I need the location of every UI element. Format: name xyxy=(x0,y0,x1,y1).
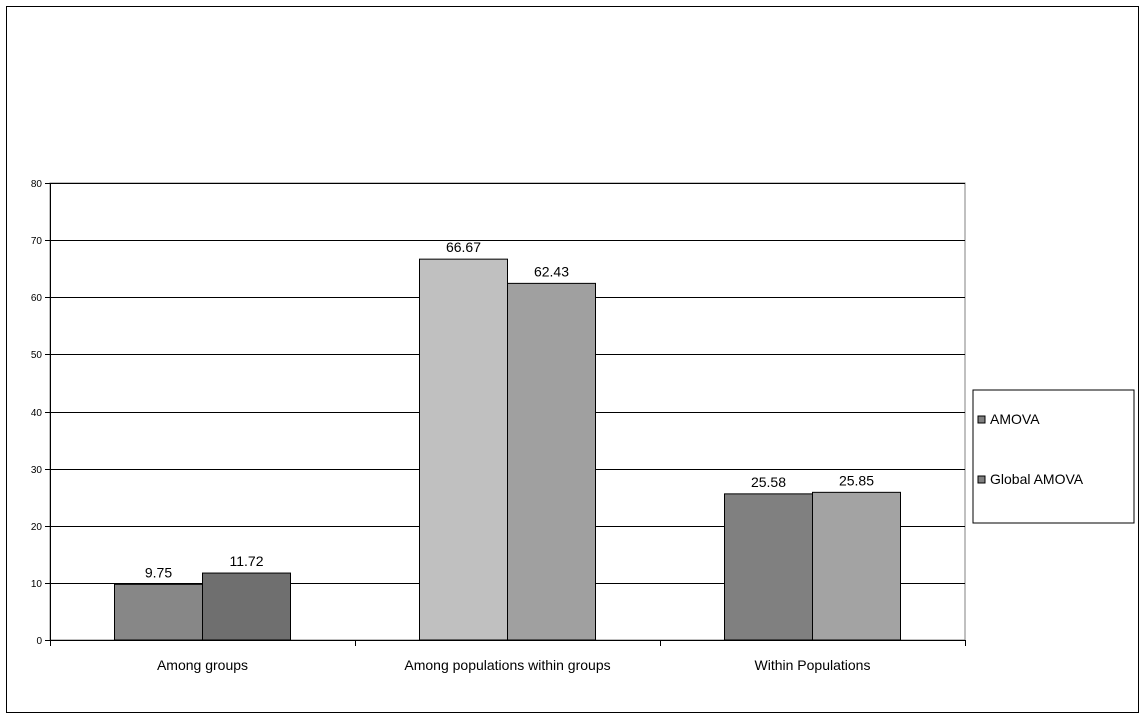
labels: 0 10 20 30 40 50 60 70 80 9.75 11.72 Among groups 66… xyxy=(31,179,874,673)
data-label: 25.85 xyxy=(839,472,874,488)
category-label: Among groups xyxy=(157,657,248,673)
legend-swatch xyxy=(977,415,986,424)
category-label: Among populations within groups xyxy=(404,657,610,673)
y-tick-label: 60 xyxy=(31,293,43,304)
y-tick-label: 20 xyxy=(31,522,43,533)
bar-1-0 xyxy=(419,258,508,641)
legend-box xyxy=(972,389,1135,524)
bar-chart: 0 10 20 30 40 50 60 70 80 9.75 11.72 Among groups 66… xyxy=(31,179,1135,673)
y-tick-label: 50 xyxy=(31,350,43,361)
chart-frame: 0 10 20 30 40 50 60 70 80 9.75 11.72 Among groups 66… xyxy=(6,6,1139,713)
data-label: 25.58 xyxy=(751,474,786,490)
y-tick-label: 80 xyxy=(31,179,43,190)
legend-swatch xyxy=(977,475,986,484)
legend-entry: AMOVA xyxy=(990,411,1040,427)
data-label: 66.67 xyxy=(446,239,481,255)
legend: AMOVA Global AMOVA xyxy=(972,389,1135,524)
data-label: 11.72 xyxy=(230,553,264,569)
y-tick-label: 10 xyxy=(31,579,43,590)
axes xyxy=(45,183,966,646)
bar-2-0 xyxy=(724,493,813,641)
bars xyxy=(114,258,901,641)
y-tick-label: 30 xyxy=(31,465,43,476)
category-label: Within Populations xyxy=(755,657,871,673)
data-label: 62.43 xyxy=(534,263,569,279)
legend-entry: Global AMOVA xyxy=(990,471,1084,487)
bar-0-0 xyxy=(114,583,203,641)
bar-2-1 xyxy=(812,491,901,641)
y-tick-label: 40 xyxy=(31,408,43,419)
y-tick-label: 0 xyxy=(36,636,42,647)
y-tick-label: 70 xyxy=(31,236,43,247)
bar-0-1 xyxy=(202,572,291,641)
data-label: 9.75 xyxy=(145,564,172,580)
bar-1-1 xyxy=(507,282,596,641)
